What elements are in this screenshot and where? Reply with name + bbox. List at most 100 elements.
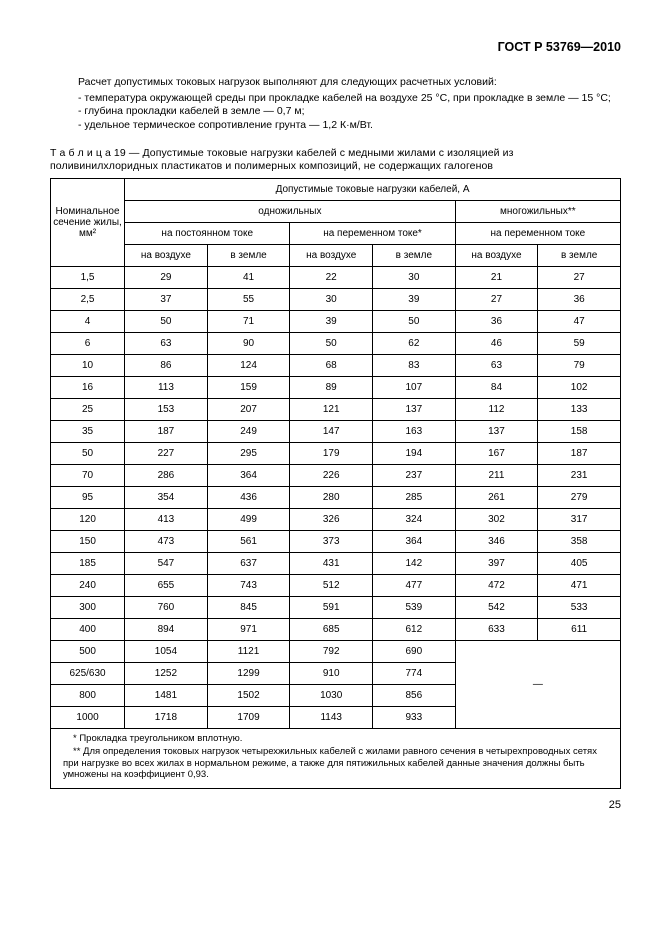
cell: 153 <box>125 398 208 420</box>
cell: 240 <box>51 574 125 596</box>
cell: 1143 <box>290 706 373 728</box>
cell: 158 <box>538 420 621 442</box>
cell: 112 <box>455 398 538 420</box>
cell: 142 <box>373 552 456 574</box>
caption-prefix: Т а б л и ц а 19 <box>50 147 126 159</box>
table-row: 4507139503647 <box>51 310 621 332</box>
table-row: 70286364226237211231 <box>51 464 621 486</box>
table-row: 2,5375530392736 <box>51 288 621 310</box>
bullet-line: - удельное термическое сопротивление гру… <box>50 119 621 133</box>
cell: 625/630 <box>51 662 125 684</box>
table-row: 185547637431142397405 <box>51 552 621 574</box>
table-row: 50010541121792690— <box>51 640 621 662</box>
cell: 400 <box>51 618 125 640</box>
cell: 207 <box>207 398 290 420</box>
cell: 317 <box>538 508 621 530</box>
table-row: 35187249147163137158 <box>51 420 621 442</box>
cell: 68 <box>290 354 373 376</box>
cell: 150 <box>51 530 125 552</box>
cell: 1054 <box>125 640 208 662</box>
cell: 364 <box>207 464 290 486</box>
cell: 302 <box>455 508 538 530</box>
cell: 856 <box>373 684 456 706</box>
cell: 472 <box>455 574 538 596</box>
cell: 187 <box>125 420 208 442</box>
cell: 133 <box>538 398 621 420</box>
cell: 84 <box>455 376 538 398</box>
group-single: одножильных <box>125 200 456 222</box>
cell: 845 <box>207 596 290 618</box>
leaf-air: на воздухе <box>455 244 538 266</box>
cell: 373 <box>290 530 373 552</box>
cell: 1502 <box>207 684 290 706</box>
document-code: ГОСТ Р 53769—2010 <box>50 40 621 54</box>
leaf-ground: в земле <box>207 244 290 266</box>
cell: 637 <box>207 552 290 574</box>
cell: 71 <box>207 310 290 332</box>
table-row: 161131598910784102 <box>51 376 621 398</box>
cell: 16 <box>51 376 125 398</box>
cell: 6 <box>51 332 125 354</box>
cell: 547 <box>125 552 208 574</box>
cell: 55 <box>207 288 290 310</box>
cell: 279 <box>538 486 621 508</box>
cell: 50 <box>125 310 208 332</box>
cell: 10 <box>51 354 125 376</box>
cell: 63 <box>455 354 538 376</box>
cell: 354 <box>125 486 208 508</box>
cell: 499 <box>207 508 290 530</box>
intro-paragraph: Расчет допустимых токовых нагрузок выпол… <box>50 76 621 90</box>
table-row: 50227295179194167187 <box>51 442 621 464</box>
cell: 4 <box>51 310 125 332</box>
table-row: 25153207121137112133 <box>51 398 621 420</box>
cell: 120 <box>51 508 125 530</box>
cell: 539 <box>373 596 456 618</box>
table-row: 120413499326324302317 <box>51 508 621 530</box>
dash-cell: — <box>455 640 620 728</box>
cell: 137 <box>455 420 538 442</box>
cell: 63 <box>125 332 208 354</box>
cell: 910 <box>290 662 373 684</box>
cell: 121 <box>290 398 373 420</box>
cell: 364 <box>373 530 456 552</box>
cell: 397 <box>455 552 538 574</box>
cell: 285 <box>373 486 456 508</box>
cell: 1718 <box>125 706 208 728</box>
table-row: 108612468836379 <box>51 354 621 376</box>
cell: 37 <box>125 288 208 310</box>
cell: 70 <box>51 464 125 486</box>
bullet-line: - глубина прокладки кабелей в земле — 0,… <box>50 105 621 119</box>
cell: 405 <box>538 552 621 574</box>
page-number: 25 <box>50 799 621 811</box>
cell: 163 <box>373 420 456 442</box>
footnotes-cell: * Прокладка треугольником вплотную. ** Д… <box>51 728 621 789</box>
cell: 249 <box>207 420 290 442</box>
leaf-air: на воздухе <box>290 244 373 266</box>
cell: 280 <box>290 486 373 508</box>
cell: 512 <box>290 574 373 596</box>
cell: 611 <box>538 618 621 640</box>
cell: 261 <box>455 486 538 508</box>
cell: 612 <box>373 618 456 640</box>
cell: 1000 <box>51 706 125 728</box>
table-row: 1,5294122302127 <box>51 266 621 288</box>
cell: 2,5 <box>51 288 125 310</box>
cell: 324 <box>373 508 456 530</box>
cell: 500 <box>51 640 125 662</box>
top-header: Допустимые токовые нагрузки кабелей, А <box>125 178 621 200</box>
cell: 194 <box>373 442 456 464</box>
cell: 113 <box>125 376 208 398</box>
cell: 47 <box>538 310 621 332</box>
cell: 286 <box>125 464 208 486</box>
footnote-1: * Прокладка треугольником вплотную. <box>63 733 614 745</box>
cell: 1252 <box>125 662 208 684</box>
cell: 211 <box>455 464 538 486</box>
table-row: 400894971685612633611 <box>51 618 621 640</box>
cell: 231 <box>538 464 621 486</box>
cell: 227 <box>125 442 208 464</box>
leaf-air: на воздухе <box>125 244 208 266</box>
cell: 295 <box>207 442 290 464</box>
cell: 413 <box>125 508 208 530</box>
cell: 326 <box>290 508 373 530</box>
cell: 591 <box>290 596 373 618</box>
